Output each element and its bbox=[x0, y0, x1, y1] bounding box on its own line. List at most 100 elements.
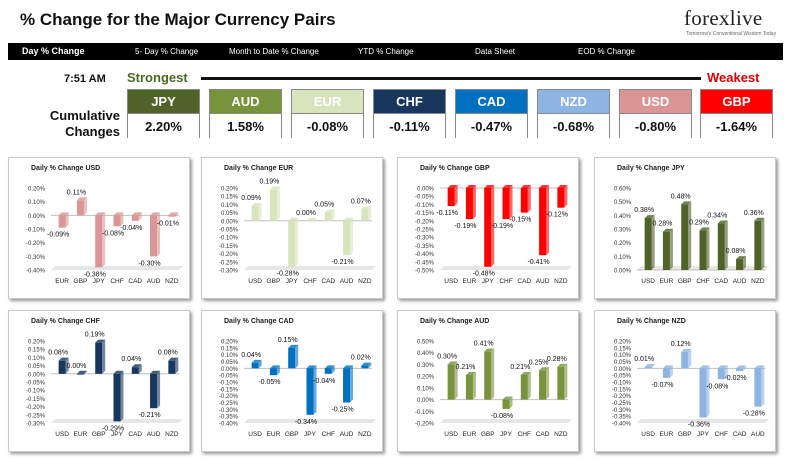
bar-top bbox=[699, 365, 710, 369]
bar-chart: 0.00% -0.05% -0.10% -0.15% -0.20% -0.25% -0.30… bbox=[415, 185, 572, 285]
bar-side bbox=[368, 206, 372, 221]
currency-value: -0.47% bbox=[456, 114, 527, 139]
x-tick-label: EUR bbox=[660, 431, 674, 438]
chart-floor bbox=[244, 419, 376, 423]
bar bbox=[681, 348, 692, 369]
bar-chart: 0.50%0.40%0.30%0.20%0.10%0.00%-0.10%-0.2… bbox=[415, 340, 572, 438]
y-tick-label: 0.40% bbox=[417, 351, 435, 357]
y-tick-label: 0.50% bbox=[417, 340, 435, 346]
y-tick-label: 0.20% bbox=[221, 340, 239, 346]
logo-tagline: Tomorrow's Conventional Wisdom Today bbox=[686, 31, 777, 37]
y-tick-label: -0.10% bbox=[415, 410, 435, 416]
bar-front bbox=[447, 188, 455, 207]
currency-box-aud: AUD 1.58% bbox=[209, 89, 282, 139]
x-tick-label: CAD bbox=[128, 278, 142, 285]
bar-side bbox=[491, 348, 495, 400]
bar-side bbox=[509, 396, 513, 409]
bar-top bbox=[324, 209, 335, 213]
nav-ytd-change[interactable]: YTD % Change bbox=[358, 47, 414, 56]
nav-day-change[interactable]: Day % Change bbox=[22, 46, 85, 56]
y-tick-label: -0.45% bbox=[415, 260, 435, 266]
nav-data-sheet[interactable]: Data Sheet bbox=[475, 47, 516, 56]
data-label: 0.28% bbox=[652, 221, 672, 228]
bar-side bbox=[688, 201, 692, 270]
x-tick-label: JPY bbox=[482, 278, 495, 285]
chart-panel: Daily % Change CAD 0.20% 0.15% 0.10% 0.05% 0.… bbox=[201, 310, 383, 452]
bar-front bbox=[306, 220, 314, 222]
y-tick-label: -0.25% bbox=[219, 401, 239, 407]
bar-front bbox=[539, 370, 547, 400]
bar-front bbox=[269, 189, 277, 221]
data-label: -0.11% bbox=[436, 210, 458, 217]
nav-eod-change[interactable]: EOD % Change bbox=[578, 47, 635, 56]
data-label: 0.02% bbox=[351, 355, 371, 362]
bar-front bbox=[168, 215, 176, 217]
x-tick-label: NZD bbox=[554, 278, 568, 285]
bar-front bbox=[343, 368, 351, 403]
y-tick-label: -0.30% bbox=[415, 236, 435, 242]
currency-box-cad: CAD -0.47% bbox=[455, 89, 528, 139]
x-tick-label: AUD bbox=[147, 431, 161, 438]
bar bbox=[361, 206, 372, 221]
y-tick-label: 0.00% bbox=[221, 367, 239, 373]
bar-side bbox=[761, 365, 765, 407]
forexlive-logo[interactable]: forexlive Tomorrow's Conventional Wisdom… bbox=[684, 6, 782, 40]
bar bbox=[484, 185, 495, 267]
bar-top bbox=[520, 371, 531, 375]
nav-5day-change[interactable]: 5- Day % Change bbox=[135, 47, 199, 56]
data-label: -0.04% bbox=[120, 225, 142, 232]
strongest-label: Strongest bbox=[127, 70, 188, 85]
y-tick-label: -0.20% bbox=[219, 394, 239, 400]
x-tick-label: NZD bbox=[358, 278, 372, 285]
bar bbox=[644, 215, 655, 270]
y-tick-label: 0.15% bbox=[221, 195, 239, 201]
y-tick-label: 0.00% bbox=[417, 398, 435, 404]
data-label: -0.34% bbox=[295, 419, 317, 426]
nav-month-to-date[interactable]: Month to Date % Change bbox=[229, 47, 319, 56]
bar-top bbox=[662, 365, 673, 369]
bar-side bbox=[724, 365, 728, 380]
bar bbox=[76, 197, 87, 216]
currency-box-chf: CHF -0.11% bbox=[373, 89, 446, 139]
currency-value: -0.68% bbox=[538, 114, 609, 139]
bar bbox=[644, 363, 655, 369]
y-tick-label: -0.20% bbox=[612, 394, 632, 400]
bar-front bbox=[95, 342, 103, 374]
bar bbox=[484, 348, 495, 400]
x-tick-label: GBP bbox=[92, 431, 106, 438]
data-label: -0.05% bbox=[258, 379, 280, 386]
data-label: -0.04% bbox=[313, 378, 335, 385]
x-tick-label: JPY bbox=[286, 278, 299, 285]
bar-side bbox=[527, 371, 531, 400]
data-label: -0.12% bbox=[546, 212, 568, 219]
bar-top bbox=[288, 217, 299, 221]
x-tick-label: JPY bbox=[111, 431, 124, 438]
y-tick-label: 0.00% bbox=[28, 372, 46, 378]
bar-front bbox=[484, 188, 492, 267]
data-label: 0.29% bbox=[689, 219, 709, 226]
y-tick-label: 0.05% bbox=[614, 360, 632, 366]
data-label: 0.08% bbox=[726, 248, 746, 255]
bar-front bbox=[539, 188, 547, 256]
chart-panel: Daily % Change NZD 0.20% 0.15% 0.10% 0.05% 0.… bbox=[594, 310, 776, 452]
data-label: 0.15% bbox=[278, 337, 298, 344]
y-tick-label: 0.10% bbox=[28, 356, 46, 362]
data-label: -0.01% bbox=[157, 221, 179, 228]
bar-top bbox=[150, 212, 161, 216]
bar-side bbox=[276, 186, 280, 221]
bar-side bbox=[761, 217, 765, 270]
y-tick-label: 0.10% bbox=[417, 386, 435, 392]
bar-side bbox=[368, 362, 372, 369]
chart-floor bbox=[637, 419, 769, 423]
y-tick-label: -0.05% bbox=[415, 195, 435, 201]
x-tick-label: USD bbox=[248, 431, 262, 438]
bar-side bbox=[743, 256, 747, 270]
bar-front bbox=[681, 351, 689, 369]
bar bbox=[502, 396, 513, 409]
data-label: -0.08% bbox=[491, 413, 513, 420]
x-tick-label: AUD bbox=[536, 278, 550, 285]
bar-top bbox=[113, 370, 124, 374]
data-label: -0.29% bbox=[102, 425, 124, 432]
bar-top bbox=[269, 186, 280, 190]
y-tick-label: 0.00% bbox=[614, 367, 632, 373]
